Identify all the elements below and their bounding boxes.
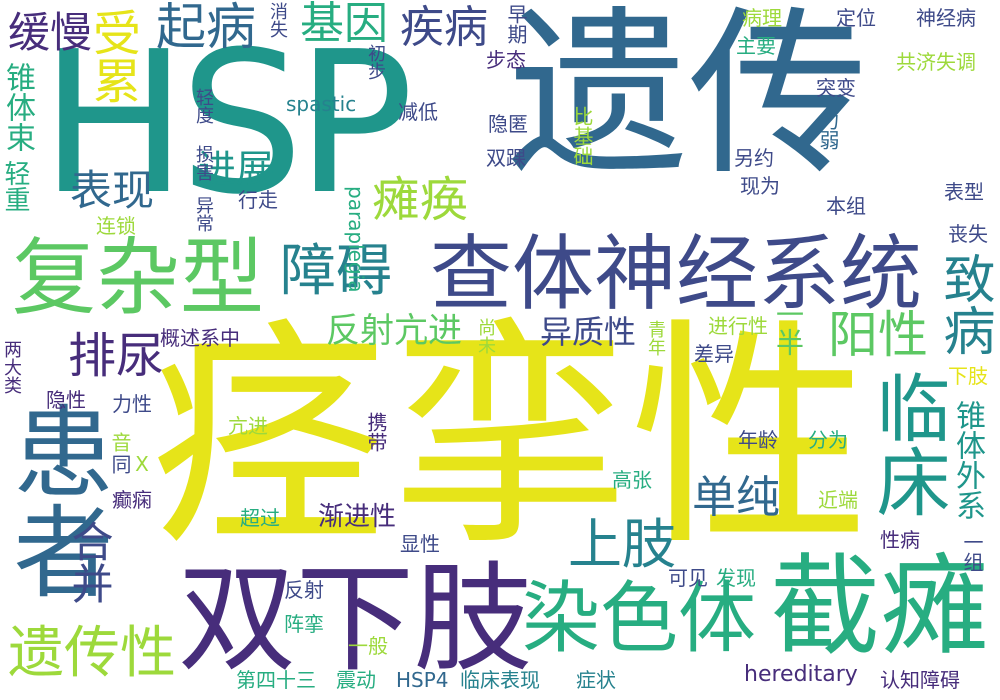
word-same: 同 bbox=[108, 454, 132, 474]
word-lower-limb: 下肢 bbox=[948, 364, 988, 388]
word-positive: 阳性 bbox=[828, 306, 928, 364]
word-divide: 分为 bbox=[808, 428, 848, 452]
word-paralysis: 瘫痪 bbox=[372, 172, 469, 228]
word-youth: 青年 bbox=[645, 320, 666, 356]
word-phenotype: 表型 bbox=[944, 180, 984, 204]
word-another: 另约 bbox=[734, 146, 774, 170]
word-overview: 概述系中 bbox=[160, 326, 240, 350]
word-disease: 疾病 bbox=[400, 2, 488, 53]
word-walking: 行走 bbox=[238, 188, 278, 212]
word-onset: 起病 bbox=[156, 0, 256, 56]
word-visible: 可见 bbox=[668, 566, 708, 590]
word-gait: 步态 bbox=[486, 48, 526, 72]
word-carry: 携带 bbox=[364, 412, 388, 452]
word-complex: 复杂型 bbox=[12, 229, 265, 327]
word-affected: 受累 bbox=[84, 8, 140, 104]
word-reduce: 减低 bbox=[398, 100, 438, 124]
word-tremor: 震动 bbox=[336, 668, 376, 692]
word-high-tension: 高张 bbox=[612, 468, 652, 492]
word-x-chr: X bbox=[130, 452, 154, 476]
word-main: 主要 bbox=[736, 34, 776, 58]
word-muscle-force: 力性 bbox=[112, 392, 152, 416]
word-preliminary: 初步 bbox=[365, 44, 386, 80]
word-spastic: spastic bbox=[286, 92, 357, 116]
word-reflex: 反射 bbox=[284, 578, 324, 602]
word-combined: 合并 bbox=[65, 520, 114, 604]
word-gradual: 渐进性 bbox=[318, 502, 397, 532]
word-this-group: 本组 bbox=[826, 194, 866, 218]
word-chain: 连锁 bbox=[96, 214, 136, 238]
word-difference: 差异 bbox=[694, 342, 734, 366]
word-progress: 进展 bbox=[198, 147, 275, 191]
word-pathogenic: 致病 bbox=[934, 252, 994, 356]
word-basis: 比基础 bbox=[570, 106, 594, 166]
word-localization: 定位 bbox=[836, 6, 876, 30]
word-mild: 轻重 bbox=[0, 160, 30, 212]
word-group: 一组 bbox=[960, 532, 984, 572]
word-lower-limbs: 双下肢 bbox=[178, 550, 533, 688]
word-general: 一般 bbox=[348, 634, 388, 658]
word-manifest: 表现 bbox=[70, 166, 155, 215]
word-discover: 发现 bbox=[716, 566, 756, 590]
word-dominant: 显性 bbox=[400, 532, 440, 556]
word-neuropathy: 神经病 bbox=[916, 6, 976, 30]
word-paraplegia-cn: 截瘫 bbox=[770, 543, 990, 671]
word-clonus: 阵挛 bbox=[284, 612, 324, 636]
word-cognitive: 认知障碍 bbox=[880, 668, 960, 692]
word-appear-as: 现为 bbox=[740, 174, 780, 198]
word-upper-limb: 上肢 bbox=[568, 513, 676, 576]
word-paraplegia: paraplegia bbox=[344, 186, 368, 293]
word-patient: 患者 bbox=[0, 400, 113, 600]
word-abnormal: 异常 bbox=[193, 196, 214, 232]
word-hereditary: hereditary bbox=[744, 662, 858, 687]
word-hereditary-cn: 遗传性 bbox=[8, 621, 176, 686]
word-reflex-hyper: 反射亢进 bbox=[326, 311, 462, 351]
word-disappear: 消失 bbox=[267, 2, 288, 38]
word-progressive: 进行性 bbox=[708, 314, 768, 338]
word-over: 超过 bbox=[240, 506, 280, 530]
word-hsp4: HSP4 bbox=[396, 668, 449, 692]
word-clinical: 临床 bbox=[864, 370, 950, 518]
word-early: 早期 bbox=[504, 4, 528, 44]
word-heterogeneity: 异质性 bbox=[540, 313, 637, 351]
word-genetic: 遗传 bbox=[508, 0, 869, 200]
word-two-types: 两大类 bbox=[1, 340, 22, 394]
word-urination: 排尿 bbox=[68, 328, 165, 384]
word-ataxia: 共济失调 bbox=[896, 50, 976, 74]
word-gene: 基因 bbox=[300, 0, 388, 49]
word-half: 一半 bbox=[772, 300, 805, 356]
word-pyramidal: 查体神经系统 bbox=[430, 227, 923, 322]
word-weakness: 力弱 bbox=[816, 110, 840, 150]
word-hidden: 隐匿 bbox=[488, 112, 528, 136]
word-loss: 丧失 bbox=[948, 222, 988, 246]
word-forty-third: 第四十三 bbox=[236, 668, 316, 692]
word-simple: 单纯 bbox=[692, 472, 780, 523]
word-age: 年龄 bbox=[738, 428, 778, 452]
word-slow: 缓慢 bbox=[8, 8, 93, 57]
word-spasticity: 痉挛性 bbox=[150, 298, 871, 578]
word-not-yet: 尚未 bbox=[475, 318, 496, 354]
word-pyramidal-tract: 锥体束 bbox=[0, 62, 35, 152]
word-symptom: 症状 bbox=[576, 668, 616, 692]
word-tone: 音 bbox=[108, 432, 132, 452]
word-degree: 轻度 损害 bbox=[193, 88, 214, 181]
word-recessive: 隐性 bbox=[46, 388, 86, 412]
word-bilateral: 双踝 bbox=[486, 146, 526, 170]
word-clinical-manifest: 临床表现 bbox=[460, 668, 540, 692]
word-proximal: 近端 bbox=[818, 488, 858, 512]
word-sex-disease: 性病 bbox=[880, 528, 920, 552]
word-epilepsy: 癫痫 bbox=[112, 488, 152, 512]
word-disorder: 障碍 bbox=[280, 239, 392, 304]
word-hyper: 亢进 bbox=[228, 414, 268, 438]
word-chromosome: 染色体 bbox=[522, 574, 757, 664]
word-hsp: HSP bbox=[40, 10, 414, 238]
word-pathology: 病理 bbox=[742, 6, 782, 30]
word-mutation: 突变 bbox=[816, 76, 856, 100]
word-extra-pyramidal: 锥体外系 bbox=[950, 400, 985, 520]
